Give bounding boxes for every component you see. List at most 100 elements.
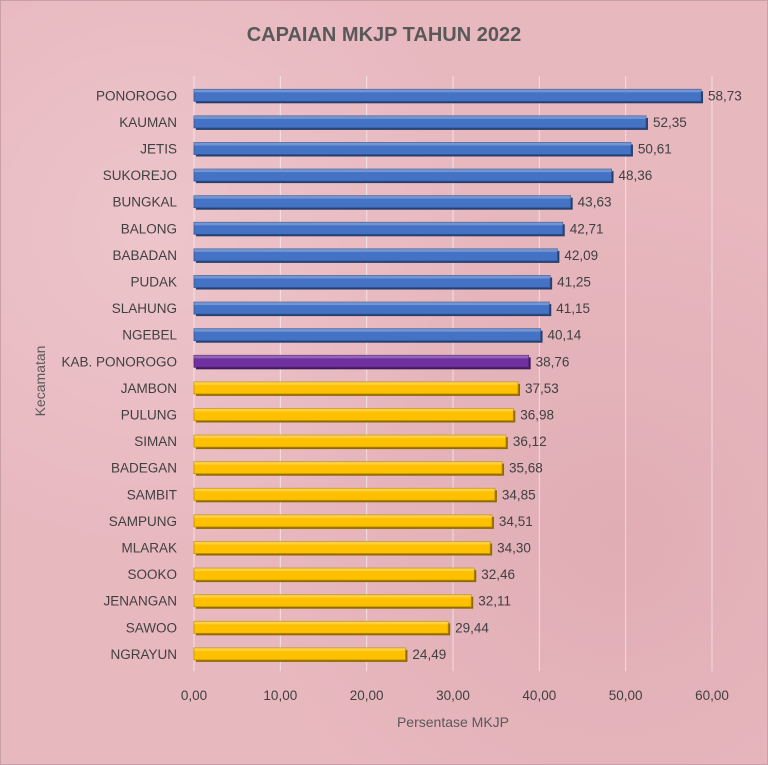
value-label: 34,51 (499, 514, 533, 529)
value-label: 42,09 (564, 248, 598, 263)
value-label: 34,85 (502, 487, 536, 502)
x-tick-label: 50,00 (609, 688, 643, 703)
bar (193, 301, 550, 315)
category-label: BUNGKAL (112, 195, 177, 210)
category-label: NGEBEL (122, 328, 177, 343)
bar (193, 221, 564, 235)
bar-highlight (194, 195, 571, 199)
bar (193, 328, 541, 342)
value-label: 29,44 (455, 620, 489, 635)
value-label: 38,76 (536, 354, 570, 369)
bar (193, 248, 558, 262)
bar (193, 168, 612, 182)
category-label: BABADAN (112, 248, 177, 263)
x-tick-label: 0,00 (181, 688, 207, 703)
bars (193, 88, 704, 662)
bar (193, 647, 406, 661)
category-label: JETIS (140, 142, 177, 157)
bar-highlight (194, 514, 492, 518)
category-label: SUKOREJO (103, 168, 177, 183)
value-label: 37,53 (525, 381, 559, 396)
category-label: KAB. PONOROGO (61, 354, 177, 369)
category-label: MLARAK (121, 541, 177, 556)
bar (193, 487, 496, 501)
category-labels: PONOROGO KAUMAN JETIS SUKOREJO BUNGKAL BALONG… (61, 88, 177, 662)
category-label: PULUNG (121, 408, 177, 423)
bar-highlight (194, 408, 514, 412)
value-label: 24,49 (412, 647, 446, 662)
x-tick-label: 40,00 (522, 688, 556, 703)
bar-highlight (194, 355, 529, 359)
x-tick-labels: 0,00 10,00 20,00 30,00 40,00 50,00 60,00 (181, 688, 729, 703)
category-label: SOOKO (127, 567, 177, 582)
category-label: BADEGAN (111, 461, 177, 476)
bar-highlight (194, 275, 551, 279)
bar-highlight (194, 248, 558, 252)
value-label: 32,11 (478, 594, 511, 609)
value-label: 36,12 (513, 434, 547, 449)
value-label: 42,71 (570, 221, 604, 236)
value-label: 35,68 (509, 461, 543, 476)
value-label: 41,25 (557, 275, 591, 290)
value-label: 40,14 (548, 328, 582, 343)
bar (193, 594, 472, 608)
bar (193, 195, 572, 209)
value-label: 41,15 (556, 301, 590, 316)
bar-highlight (194, 594, 472, 598)
bar (193, 354, 530, 368)
bar (193, 434, 507, 448)
bar (193, 142, 632, 155)
value-label: 36,98 (520, 408, 554, 423)
bar-highlight (194, 328, 541, 332)
category-label: JAMBON (121, 381, 177, 396)
y-axis-label: Kecamatan (32, 346, 48, 417)
value-labels: 58,73 52,35 50,61 48,36 43,63 42,71 42,09 41,25… (412, 88, 741, 662)
value-label: 43,63 (578, 195, 612, 210)
bar-highlight (194, 89, 702, 93)
x-tick-label: 20,00 (350, 688, 384, 703)
bar (193, 620, 449, 634)
bar (193, 408, 514, 421)
bar (193, 115, 647, 129)
x-tick-label: 60,00 (695, 688, 729, 703)
bar-highlight (194, 621, 449, 625)
x-tick-label: 30,00 (436, 688, 470, 703)
bar-highlight (194, 541, 491, 545)
value-label: 58,73 (708, 88, 742, 103)
bar-highlight (194, 488, 495, 492)
bar-highlight (194, 568, 475, 572)
chart-title: CAPAIAN MKJP TAHUN 2022 (247, 24, 522, 46)
category-label: SAMBIT (127, 487, 177, 502)
category-label: SLAHUNG (112, 301, 177, 316)
value-label: 34,30 (497, 541, 531, 556)
bar (193, 541, 491, 554)
bar (193, 275, 551, 288)
bar-highlight (194, 435, 506, 439)
bar-highlight (194, 381, 519, 385)
bar-highlight (194, 647, 406, 651)
bar (193, 461, 503, 475)
category-label: PONOROGO (96, 88, 177, 103)
value-label: 50,61 (638, 142, 672, 157)
category-label: SAWOO (126, 620, 177, 635)
bar-highlight (194, 302, 550, 306)
value-label: 48,36 (619, 168, 653, 183)
bar (193, 381, 519, 395)
category-label: KAUMAN (119, 115, 177, 130)
bar-highlight (194, 115, 646, 119)
value-label: 52,35 (653, 115, 687, 130)
x-tick-label: 10,00 (263, 688, 297, 703)
bar-highlight (194, 142, 631, 146)
bar (193, 514, 493, 528)
category-label: JENANGAN (103, 594, 177, 609)
bar (193, 88, 702, 102)
category-label: PUDAK (130, 275, 177, 290)
bar-highlight (194, 222, 563, 226)
bar (193, 567, 475, 581)
bar-highlight (194, 169, 612, 173)
value-label: 32,46 (481, 567, 515, 582)
category-label: BALONG (121, 221, 177, 236)
x-axis-label: Persentase MKJP (397, 714, 509, 730)
